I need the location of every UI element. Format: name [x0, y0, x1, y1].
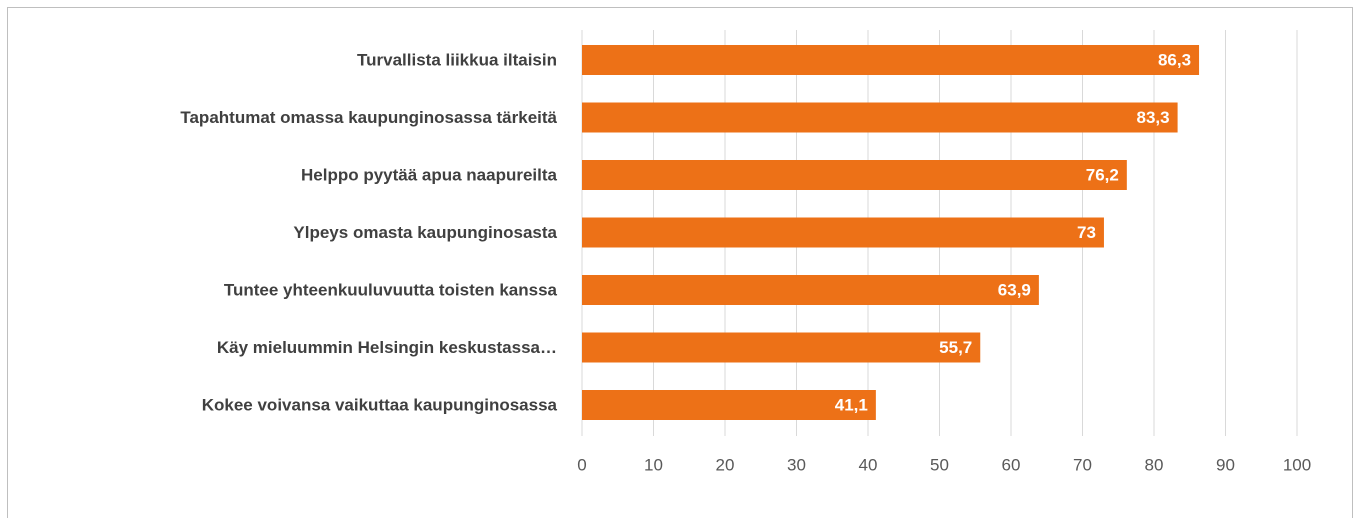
category-label: Käy mieluummin Helsingin keskustassa…	[217, 338, 557, 357]
category-label: Turvallista liikkua iltaisin	[357, 50, 557, 69]
value-label: 55,7	[939, 338, 972, 357]
bar	[582, 390, 876, 420]
bar	[582, 217, 1104, 248]
bar	[582, 102, 1178, 133]
bar	[582, 332, 981, 363]
value-label: 73	[1077, 223, 1096, 242]
x-tick-label: 10	[644, 455, 663, 474]
value-label: 86,3	[1158, 50, 1191, 69]
value-label: 41,1	[835, 395, 868, 414]
x-tick-label: 30	[787, 455, 806, 474]
category-label: Helppo pyytää apua naapureilta	[301, 165, 558, 184]
x-tick-label: 80	[1145, 455, 1164, 474]
category-label: Tuntee yhteenkuuluvuutta toisten kanssa	[224, 280, 558, 299]
x-tick-label: 60	[1002, 455, 1021, 474]
category-label: Tapahtumat omassa kaupunginosassa tärkei…	[180, 108, 557, 127]
value-label: 63,9	[998, 280, 1031, 299]
x-tick-label: 20	[716, 455, 735, 474]
chart-frame	[7, 7, 1353, 518]
bar	[582, 160, 1127, 190]
value-label: 76,2	[1086, 165, 1119, 184]
x-tick-label: 0	[577, 455, 586, 474]
x-tick-label: 70	[1073, 455, 1092, 474]
x-tick-label: 100	[1283, 455, 1311, 474]
x-tick-label: 90	[1216, 455, 1235, 474]
x-tick-label: 40	[859, 455, 878, 474]
x-tick-label: 50	[930, 455, 949, 474]
bar	[582, 45, 1200, 75]
value-label: 83,3	[1137, 108, 1170, 127]
bar	[582, 275, 1039, 305]
category-label: Ylpeys omasta kaupunginosasta	[293, 223, 557, 242]
category-label: Kokee voivansa vaikuttaa kaupunginosassa	[202, 395, 558, 414]
